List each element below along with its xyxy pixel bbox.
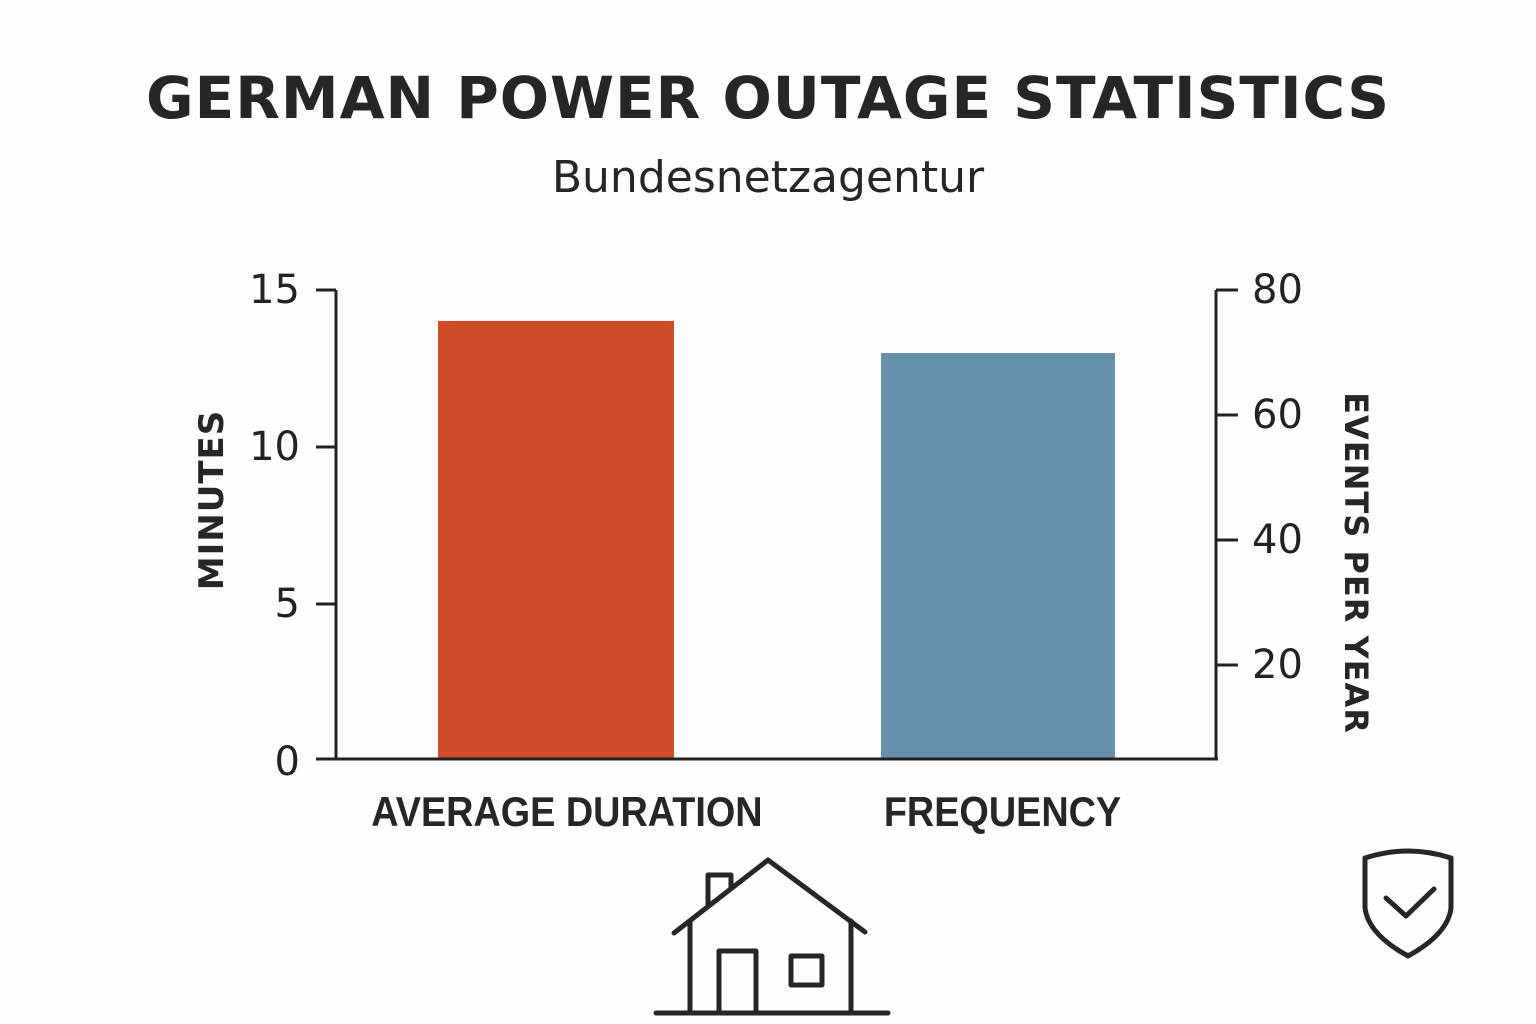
left-tick-15: 15 — [249, 267, 300, 313]
category-label-frequency: FREQUENCY — [883, 788, 1122, 835]
left-axis — [316, 288, 338, 761]
shield-check-icon — [1362, 848, 1454, 959]
right-axis-label: EVENTS PER YEAR — [1337, 392, 1375, 734]
left-tick-10: 10 — [249, 424, 300, 470]
right-tick-40: 40 — [1252, 517, 1303, 563]
left-axis-label: MINUTES — [192, 409, 232, 591]
bar-average-duration — [438, 321, 674, 759]
left-tick-5: 5 — [274, 581, 300, 627]
chart-subtitle: Bundesnetzagentur — [551, 152, 985, 203]
category-label-average-duration: AVERAGE DURATION — [371, 788, 763, 835]
right-axis — [1214, 288, 1238, 760]
right-tick-20: 20 — [1252, 642, 1303, 688]
house-icon — [653, 857, 891, 1016]
right-tick-80: 80 — [1252, 267, 1303, 313]
left-tick-0: 0 — [274, 739, 300, 785]
chart-title: GERMAN POWER OUTAGE STATISTICS — [146, 64, 1390, 132]
right-tick-60: 60 — [1252, 392, 1303, 438]
bar-frequency — [881, 353, 1115, 759]
